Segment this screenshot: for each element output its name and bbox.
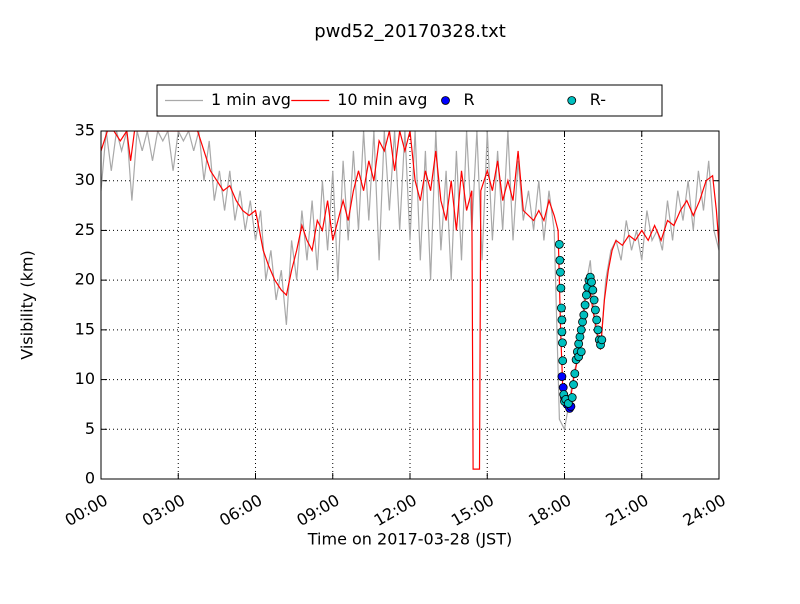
x-tick-label: 21:00 [602, 490, 651, 530]
point [592, 315, 602, 325]
y-tick-label: 15 [75, 319, 95, 338]
x-tick-label: 18:00 [525, 490, 574, 530]
point [576, 325, 586, 335]
point [556, 283, 566, 293]
x-tick-label: 09:00 [293, 490, 342, 530]
legend-label: 10 min avg [337, 90, 427, 109]
legend-swatch [567, 96, 577, 105]
x-tick-label: 03:00 [139, 490, 188, 530]
point [580, 300, 590, 310]
y-tick-label: 0 [85, 469, 95, 488]
point [567, 393, 577, 402]
point [557, 327, 567, 337]
x-tick-label: 12:00 [371, 490, 420, 530]
y-tick-label: 35 [75, 121, 95, 140]
x-axis-label: Time on 2017-03-28 (JST) [307, 530, 512, 549]
point [589, 295, 599, 305]
point [597, 335, 607, 345]
x-tick-label: 00:00 [62, 490, 111, 530]
chart-title: pwd52_20170328.txt [314, 21, 506, 42]
point [554, 239, 564, 249]
y-tick-label: 20 [75, 270, 95, 289]
point [555, 267, 565, 277]
y-tick-label: 25 [75, 220, 95, 239]
x-tick-label: 15:00 [448, 490, 497, 530]
point [558, 356, 568, 366]
point [570, 369, 580, 379]
point [591, 305, 600, 315]
legend-label: R [464, 90, 475, 109]
point [558, 338, 567, 348]
y-tick-label: 5 [85, 419, 95, 438]
x-tick-label: 06:00 [216, 490, 265, 530]
point [557, 315, 567, 325]
point [593, 325, 603, 335]
plot-area [101, 131, 719, 470]
point [555, 255, 565, 265]
legend-box [156, 84, 663, 117]
point [557, 372, 567, 381]
series-line [101, 131, 719, 470]
y-axis-label: Visibility (km) [18, 250, 37, 359]
point [588, 285, 598, 295]
point [569, 380, 578, 389]
y-tick-label: 30 [75, 170, 95, 189]
point [579, 310, 589, 320]
legend-label: 1 min avg [211, 90, 291, 109]
x-tick-label: 24:00 [680, 490, 729, 530]
point [576, 347, 586, 357]
point [587, 277, 596, 287]
legend-label: R- [590, 90, 606, 109]
point [557, 303, 566, 313]
y-tick-label: 10 [75, 369, 95, 388]
legend-swatch [441, 96, 450, 105]
plot-frame [100, 130, 720, 480]
